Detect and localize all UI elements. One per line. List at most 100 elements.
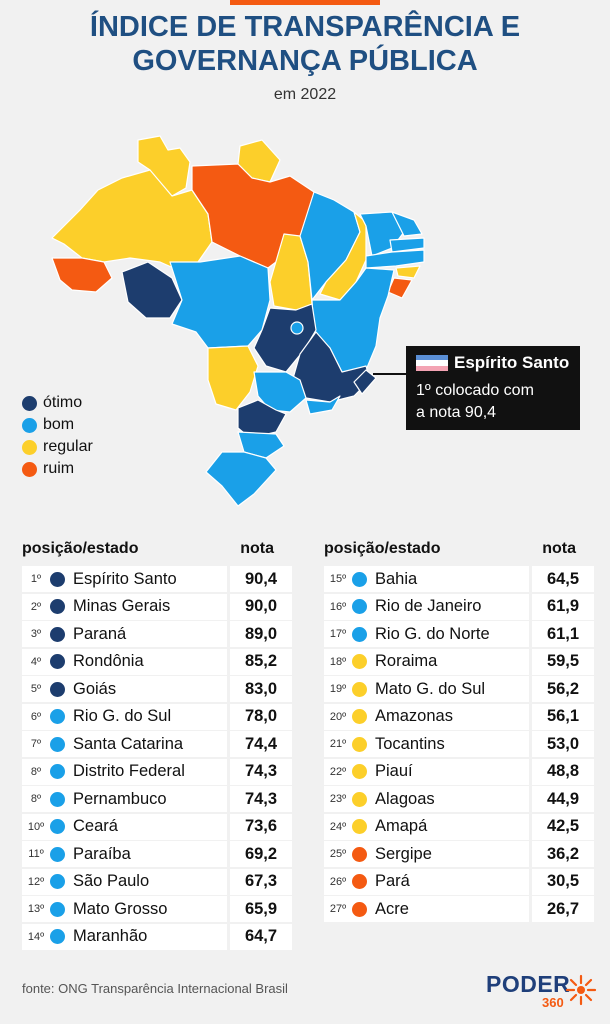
- table-row: 12º São Paulo 67,3: [22, 868, 292, 895]
- logo-main: PODER: [486, 971, 571, 997]
- state-name: Amazonas: [375, 707, 453, 725]
- state-name: Minas Gerais: [73, 597, 171, 615]
- table-row: 7º Santa Catarina 74,4: [22, 731, 292, 757]
- rank-label: 20º: [329, 710, 347, 723]
- rank-label: 2º: [30, 600, 42, 613]
- flag-icon: [416, 355, 448, 371]
- ranking-table-right: posição/estado nota 15º Bahia 64,5 16º Rio d…: [324, 540, 594, 924]
- table-row: 21º Tocantins 53,0: [324, 731, 594, 757]
- category-dot-icon: [50, 791, 65, 807]
- rank-label: 27º: [329, 903, 347, 915]
- table-row: 27º Acre 26,7: [324, 896, 594, 922]
- score-value: 44,9: [532, 786, 594, 812]
- map-state-distrito-federal: [290, 321, 304, 335]
- state-cell: 24º Amapá: [324, 813, 529, 840]
- state-name: Maranhão: [73, 927, 148, 945]
- category-dot-icon: [352, 846, 367, 862]
- map-state-rio-grande-do-sul: [205, 451, 277, 507]
- rank-label: 18º: [329, 655, 347, 668]
- category-dot-icon: [352, 681, 367, 697]
- state-cell: 7º Santa Catarina: [22, 731, 227, 757]
- table-row: 8º Pernambuco 74,3: [22, 786, 292, 812]
- rank-label: 5º: [30, 683, 42, 695]
- category-dot-icon: [50, 736, 65, 752]
- score-value: 85,2: [230, 648, 292, 675]
- category-dot-icon: [50, 929, 65, 944]
- ranking-table-left: posição/estado nota 1º Espírito Santo 90,4…: [22, 540, 292, 951]
- legend-label: regular: [43, 438, 93, 455]
- score-value: 26,7: [532, 896, 594, 922]
- sunburst-icon: [565, 974, 597, 1006]
- map-state-parana: [237, 399, 287, 439]
- state-name: Goiás: [73, 679, 117, 698]
- legend-item: ótimo: [22, 392, 93, 414]
- map-state-mato-grosso: [169, 255, 271, 349]
- rank-label: 22º: [329, 765, 347, 778]
- state-name: Distrito Federal: [73, 762, 185, 780]
- score-value: 69,2: [230, 841, 292, 867]
- category-dot-icon: [352, 709, 367, 724]
- header-score: nota: [542, 540, 576, 557]
- state-cell: 21º Tocantins: [324, 731, 529, 757]
- state-cell: 25º Sergipe: [324, 841, 529, 867]
- header-rank: posição/estado: [22, 540, 139, 557]
- category-dot-icon: [50, 764, 65, 779]
- score-value: 53,0: [532, 731, 594, 757]
- table-row: 17º Rio G. do Norte 61,1: [324, 621, 594, 647]
- map-state-rio-grande-do-norte: [391, 211, 423, 237]
- state-name: Mato Grosso: [73, 899, 168, 918]
- legend: ótimo bom regular ruim: [22, 392, 93, 480]
- category-dot-icon: [50, 571, 65, 587]
- category-dot-icon: [50, 709, 65, 724]
- rank-label: 6º: [30, 710, 42, 723]
- score-value: 59,5: [532, 648, 594, 675]
- rank-label: 16º: [329, 600, 347, 613]
- rank-label: 14º: [27, 930, 45, 943]
- state-cell: 14º Maranhão: [22, 923, 227, 950]
- map-state-sao-paulo: [253, 371, 307, 413]
- table-row: 5º Goiás 83,0: [22, 676, 292, 702]
- brazil-map: [51, 135, 425, 507]
- state-cell: 11º Paraíba: [22, 841, 227, 867]
- state-cell: 2º Minas Gerais: [22, 593, 227, 620]
- state-name: Amapá: [375, 817, 428, 835]
- table-rows: 1º Espírito Santo 90,4 2º Minas Gerais 90,0 3º…: [22, 566, 292, 950]
- category-dot-icon: [50, 819, 65, 834]
- source-note: fonte: ONG Transparência Internacional B…: [22, 981, 288, 996]
- category-dot-icon: [352, 819, 367, 834]
- rank-label: 8º: [30, 765, 42, 778]
- legend-label: ruim: [43, 460, 75, 477]
- map-state-amazonas: [51, 169, 213, 271]
- state-cell: 19º Mato G. do Sul: [324, 676, 529, 702]
- table-row: 26º Pará 30,5: [324, 868, 594, 895]
- state-name: Piauí: [375, 762, 413, 780]
- legend-label: ótimo: [43, 394, 83, 411]
- score-value: 61,1: [532, 621, 594, 647]
- category-dot-icon: [352, 736, 367, 752]
- callout-text: 1º colocado com a nota 90,4: [416, 382, 534, 421]
- table-row: 24º Amapá 42,5: [324, 813, 594, 840]
- table-row: 23º Alagoas 44,9: [324, 786, 594, 812]
- category-dot-icon: [50, 654, 65, 669]
- callout-title: Espírito Santo: [454, 353, 570, 372]
- category-dot-icon: [352, 599, 367, 614]
- score-value: 74,3: [230, 786, 292, 812]
- score-value: 90,0: [230, 593, 292, 620]
- state-cell: 13º Mato Grosso: [22, 896, 227, 922]
- state-cell: 4º Rondônia: [22, 648, 227, 675]
- table-row: 8º Distrito Federal 74,3: [22, 758, 292, 785]
- header-score: nota: [240, 540, 274, 557]
- state-name: Espírito Santo: [73, 569, 177, 588]
- category-dot-icon: [50, 901, 65, 917]
- table-row: 25º Sergipe 36,2: [324, 841, 594, 867]
- state-cell: 20º Amazonas: [324, 703, 529, 730]
- score-value: 78,0: [230, 703, 292, 730]
- state-name: Rio G. do Norte: [375, 624, 490, 643]
- state-name: Paraná: [73, 624, 127, 643]
- map-state-acre: [51, 257, 113, 293]
- state-cell: 23º Alagoas: [324, 786, 529, 812]
- state-name: Paraíba: [73, 844, 131, 863]
- top-accent-bar: [230, 0, 380, 5]
- table-row: 3º Paraná 89,0: [22, 621, 292, 647]
- rank-label: 15º: [329, 573, 347, 585]
